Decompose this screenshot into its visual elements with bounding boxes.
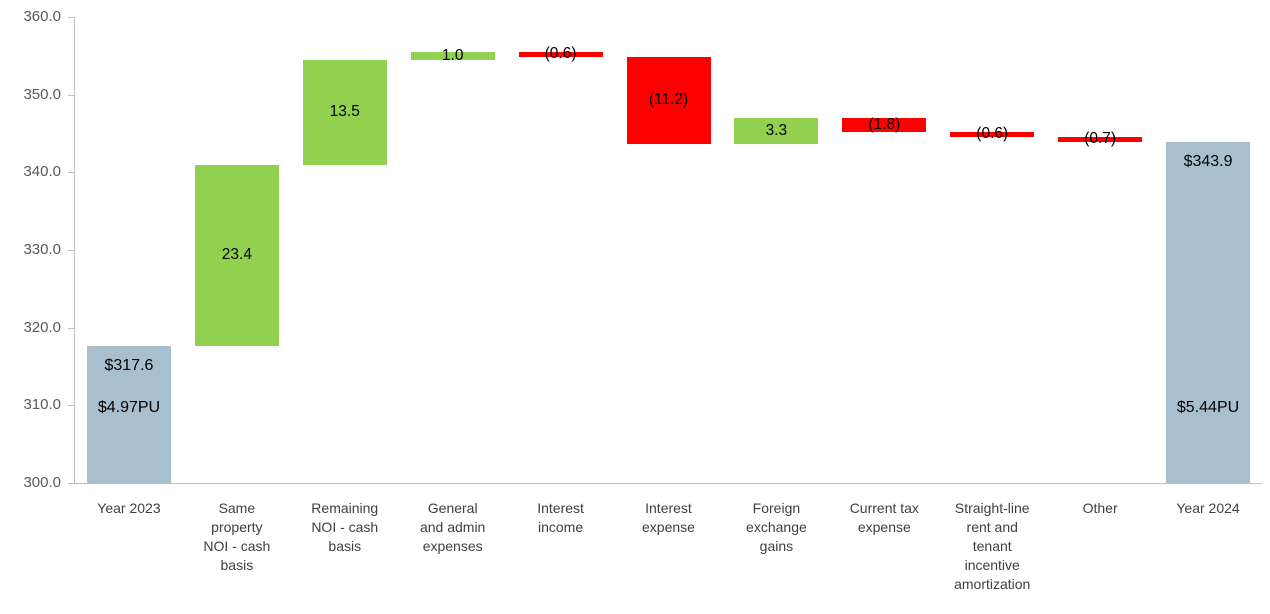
y-axis-tick-label: 350.0 (23, 85, 61, 103)
x-axis-category-line: NOI - cash (203, 538, 271, 554)
y-axis-tick-label: 360.0 (23, 8, 61, 25)
x-axis-category-interest-income: Interest income (507, 499, 615, 537)
bar-interest-income (518, 51, 603, 57)
bar-year-2024 (1166, 142, 1251, 483)
bar-value-label: (0.6) (976, 125, 1009, 143)
bar-value-label: 23.4 (221, 246, 252, 264)
y-axis-tick-label: 300.0 (23, 474, 61, 491)
x-axis-category-foreign-exchange-gains: Foreign exchange gains (722, 499, 830, 556)
x-axis-category-straight-line-rent-and-tenant-incentive-amortization: Straight-line rent and tenant incentive amor… (938, 499, 1046, 594)
x-axis-category-year-2024: Year 2024 (1154, 499, 1262, 518)
x-axis-category-line: Same (218, 500, 256, 516)
y-axis-tick (68, 17, 74, 18)
bar-current-tax-expense (842, 117, 927, 132)
x-axis-category-line: Foreign (752, 500, 801, 516)
bar-other (1058, 136, 1143, 143)
x-axis-category-line: gains (759, 538, 794, 554)
y-axis-tick (68, 250, 74, 251)
y-axis-tick-label: 310.0 (23, 396, 61, 414)
x-axis-category-line: tenant (972, 538, 1012, 554)
bar-value-label: 3.3 (765, 121, 788, 139)
bar-value-label: 13.5 (329, 103, 360, 121)
bar-per-unit-label: $5.44PU (1176, 399, 1240, 416)
x-axis-category-line: amortization (954, 576, 1031, 592)
x-axis-line (74, 483, 1262, 484)
bar-general-and-admin-expenses (410, 51, 495, 60)
x-axis-category-line: General (427, 500, 478, 516)
x-axis-category-line: Other (1082, 500, 1118, 516)
bar-year-2023 (86, 346, 171, 483)
x-axis-category-line: rent and (966, 519, 1018, 535)
y-axis-tick (68, 94, 74, 96)
x-axis-category-line: basis (328, 538, 362, 554)
y-axis-tick (68, 327, 74, 329)
y-axis-tick-label: 330.0 (23, 241, 61, 258)
bar-value-label: (1.8) (868, 115, 901, 133)
x-axis-category-line: basis (220, 557, 254, 573)
x-axis-category-line: Year 2024 (1176, 500, 1240, 516)
x-axis-category-line: Year 2023 (97, 500, 161, 516)
bar-per-unit-label: $4.97PU (97, 399, 161, 416)
x-axis-category-remaining-noi-cash-basis: Remaining NOI - cash basis (291, 499, 399, 556)
x-axis-category-line: Interest (537, 500, 584, 516)
y-axis-tick-label: 320.0 (23, 318, 61, 336)
x-axis-category-line: expenses (422, 538, 483, 554)
x-axis-category-line: Remaining (311, 500, 379, 516)
x-axis-category-line: income (538, 519, 584, 535)
x-axis-category-line: Straight-line (954, 500, 1030, 516)
x-axis-category-general-and-admin-expenses: General and admin expenses (399, 499, 507, 556)
x-axis-category-year-2023: Year 2023 (75, 499, 183, 518)
x-axis-category-interest-expense: Interest expense (615, 499, 723, 537)
y-axis-tick (68, 405, 74, 407)
x-axis-category-line: NOI - cash (311, 519, 379, 535)
y-axis-tick (68, 483, 74, 484)
bar-same-property-noi-cash-basis (194, 164, 279, 347)
y-axis-tick (68, 172, 74, 174)
bar-straight-line-rent-and-tenant-incentive-amortization (950, 131, 1035, 137)
x-axis-category-same-property-noi-cash-basis: Same property NOI - cash basis (183, 499, 291, 575)
bar-value-label: (11.2) (648, 91, 689, 109)
bar-value-label: 1.0 (441, 46, 464, 64)
x-axis-category-line: property (211, 519, 263, 535)
y-axis-line (74, 17, 75, 483)
x-axis-category-current-tax-expense: Current tax expense (830, 499, 938, 537)
x-axis-category-line: expense (642, 519, 695, 535)
x-axis-category-line: Interest (645, 500, 692, 516)
bar-value-label: (0.6) (544, 45, 577, 63)
x-axis-category-line: and admin (419, 519, 486, 535)
x-axis-category-line: exchange (746, 519, 807, 535)
bar-value-label: $317.6 (104, 357, 154, 375)
x-axis-category-line: expense (857, 519, 911, 535)
x-axis-category-line: Current tax (849, 500, 919, 516)
bar-value-label: (0.7) (1084, 130, 1117, 148)
y-axis-tick-label: 340.0 (23, 163, 61, 181)
x-axis-category-other: Other (1046, 499, 1154, 518)
x-axis-category-line: incentive (964, 557, 1020, 573)
bar-value-label: $343.9 (1183, 153, 1233, 171)
bar-foreign-exchange-gains (734, 117, 819, 144)
bar-remaining-noi-cash-basis (302, 59, 387, 165)
bar-interest-expense (626, 56, 711, 144)
